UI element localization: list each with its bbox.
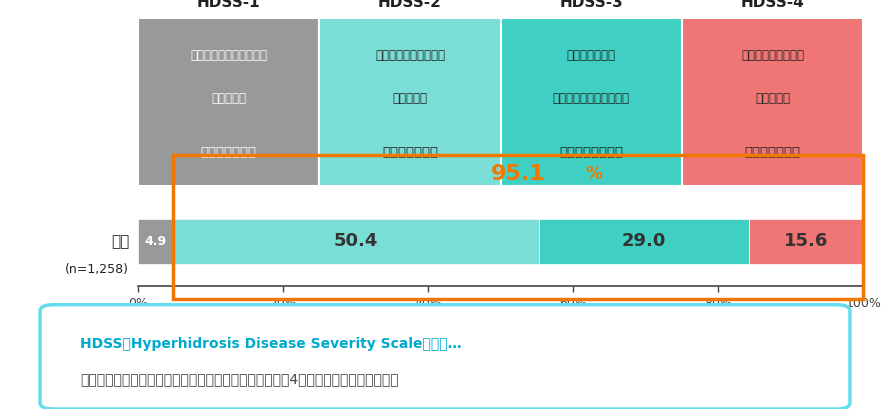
Text: 日常生活に: 日常生活に [755,92,790,106]
Text: 我慢できず、日常生活に: 我慢できず、日常生活に [553,92,630,106]
Bar [174,219,539,264]
Text: HDSS-2: HDSS-2 [378,0,442,10]
Text: 時々支障がある: 時々支障がある [382,146,438,159]
Text: 日常生活に: 日常生活に [211,92,247,106]
Text: 発汗は全く気にならず、: 発汗は全く気にならず、 [190,49,267,62]
Text: 50.4: 50.4 [334,232,378,250]
Text: 発汗はほとんど: 発汗はほとんど [567,49,616,62]
Text: 全く支障はない: 全く支障はない [200,146,256,159]
Text: HDSS-1: HDSS-1 [197,0,261,10]
Text: %: % [586,165,603,183]
Text: HDSS-3: HDSS-3 [560,0,623,10]
Text: 4.9: 4.9 [145,235,166,248]
Text: 29.0: 29.0 [622,232,667,250]
Text: 合計: 合計 [110,234,129,249]
Text: HDSS-4: HDSS-4 [740,0,805,10]
Bar [138,219,174,264]
Bar [539,219,749,264]
Text: 原発性局所多汗症の重症度を、以下の自覚症状によって4段階で分類する指標である: 原発性局所多汗症の重症度を、以下の自覚症状によって4段階で分類する指標である [80,372,399,386]
Text: 15.6: 15.6 [784,232,829,250]
Bar [749,219,862,264]
Text: HDSS（Hyperhidrosis Disease Severity Scale）とは…: HDSS（Hyperhidrosis Disease Severity Scal… [80,337,462,351]
Text: 発汗は我慢できず、: 発汗は我慢できず、 [741,49,805,62]
Text: 日常生活に: 日常生活に [392,92,427,106]
Text: 頻繁に支障がある: 頻繁に支障がある [559,146,623,159]
Text: (n=1,258): (n=1,258) [65,263,129,276]
Text: 常に支障がある: 常に支障がある [745,146,801,159]
Text: 発汗は我慢できるが、: 発汗は我慢できるが、 [375,49,445,62]
Text: 95.1: 95.1 [491,164,546,184]
